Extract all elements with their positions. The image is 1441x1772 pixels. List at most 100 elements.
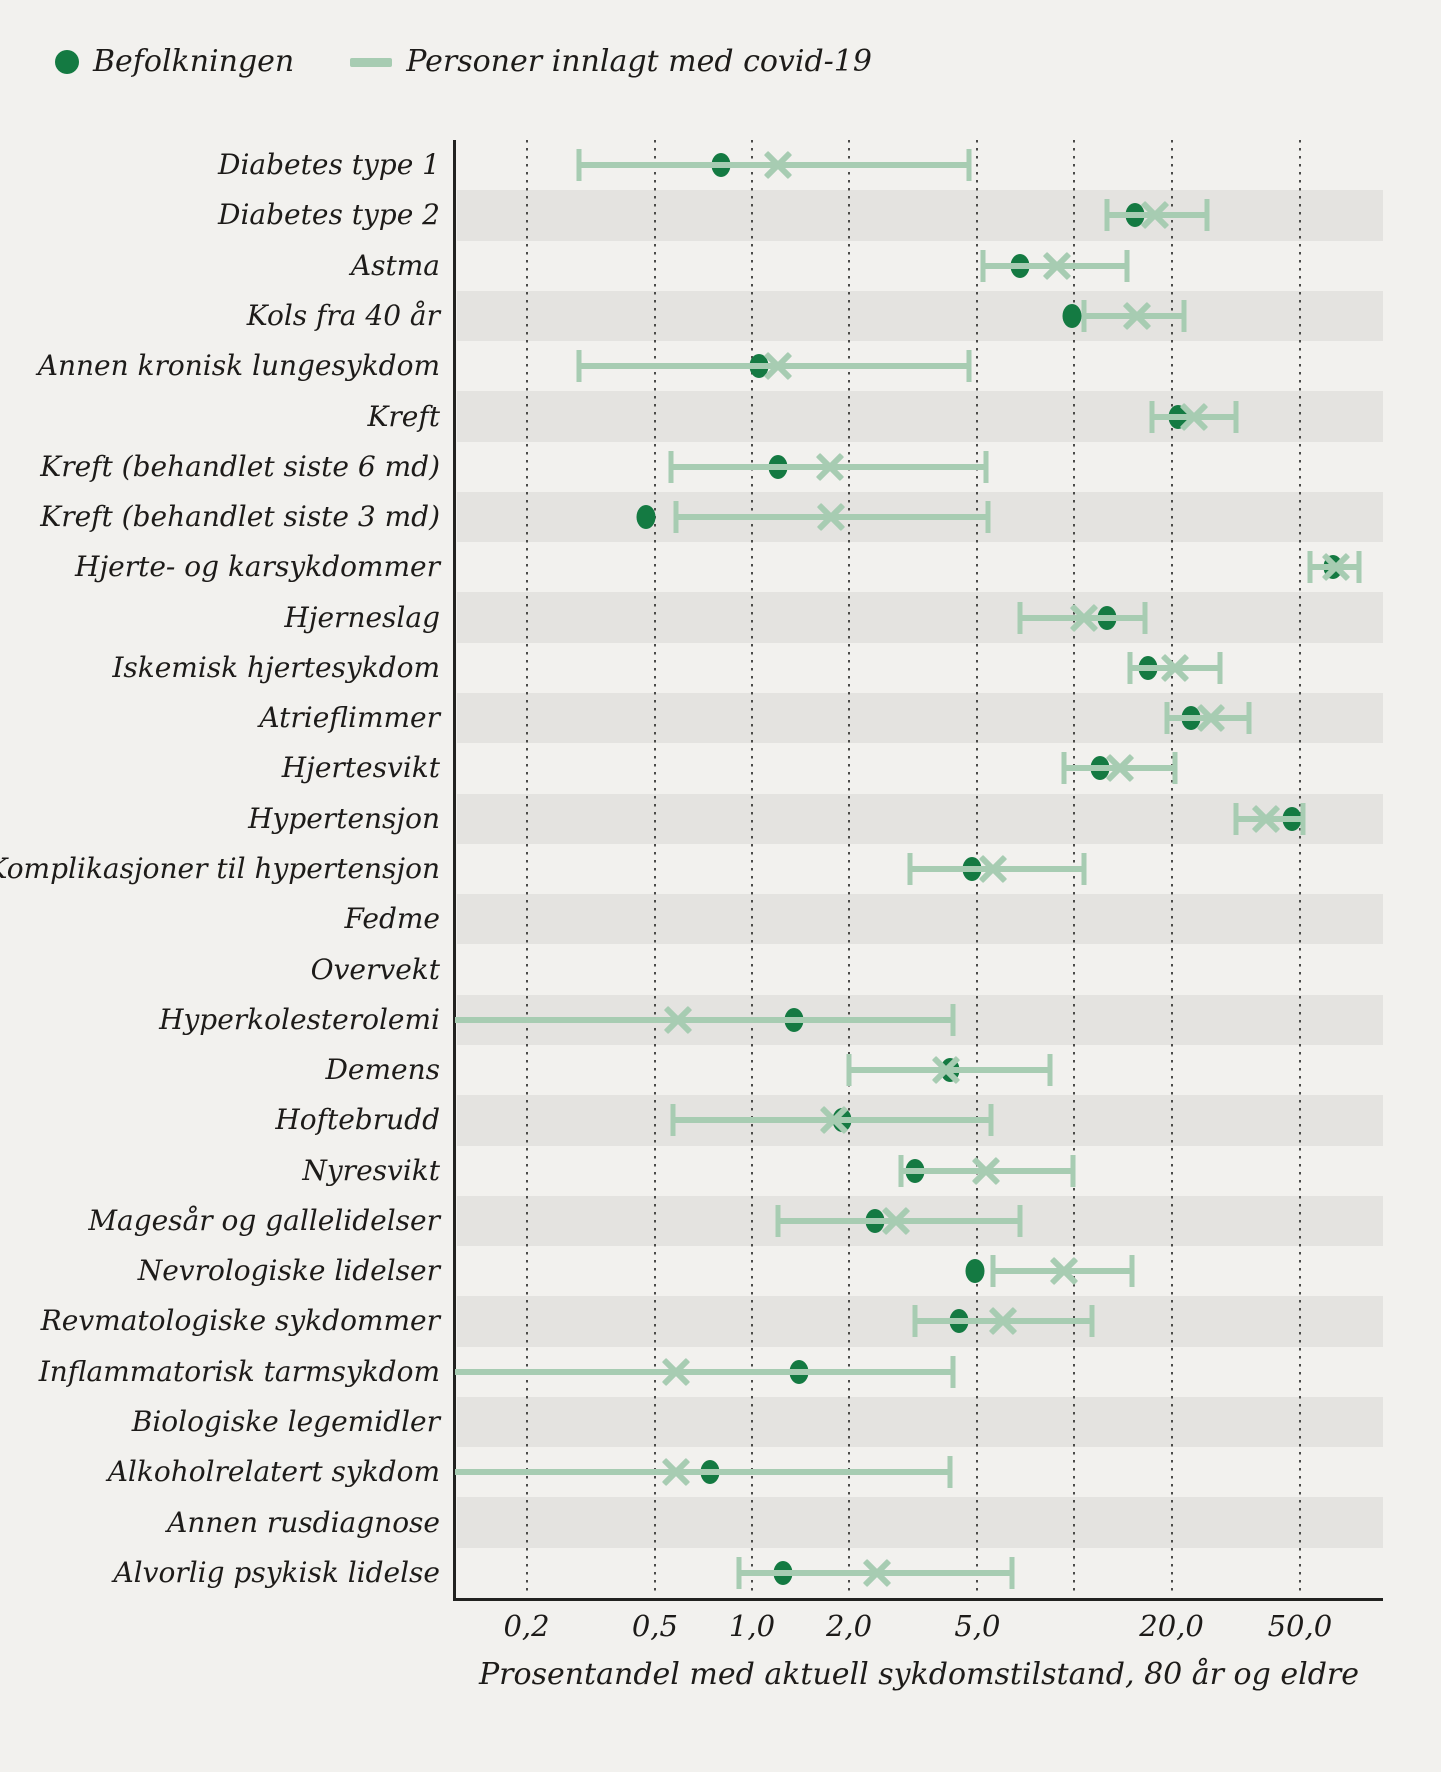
row-band [457,1497,1383,1548]
ci-cap-right [1217,651,1223,684]
row-label: Hyperkolesterolemi [159,1002,440,1036]
ci-cap-left [673,501,679,534]
covid-x-marker [763,150,793,180]
population-dot [965,1259,985,1284]
population-dot [1062,303,1082,328]
covid-x-marker [978,854,1008,884]
covid-x-marker [1042,251,1072,281]
covid-legend-label: Personer innlagt med covid-19 [406,44,872,79]
ci-cap-right [1233,400,1239,433]
x-tick-label: 2,0 [825,1609,873,1643]
covid-x-marker [1122,301,1152,331]
ci-line [455,1016,953,1023]
row-label: Revmatologiske sykdommer [40,1304,440,1338]
covid-x-marker [931,1055,961,1085]
gridline [525,140,528,1594]
x-tick-label: 0,2 [503,1609,550,1643]
row-label: Iskemisk hjertesykdom [112,650,440,684]
ci-cap-right [950,1355,956,1388]
row-label: Hjertesvikt [281,751,440,785]
row-band [457,793,1383,844]
row-label: Nevrologiske lidelser [137,1254,440,1288]
ci-cap-left [668,450,674,483]
ci-cap-right [1124,249,1130,282]
gridline [1170,140,1173,1594]
row-label: Kreft [367,399,441,433]
ci-cap-right [1142,601,1148,634]
covid-x-marker [881,1206,911,1236]
ci-cap-left [898,1154,904,1187]
ci-cap-right [985,501,991,534]
row-label: Magesår og gallelidelser [88,1203,440,1237]
ci-cap-left [576,350,582,383]
ci-cap-right [1300,802,1306,835]
ci-cap-left [1104,199,1110,232]
covid-x-marker [862,1558,892,1588]
x-tick-label: 50,0 [1267,1609,1333,1643]
covid-x-marker [1105,753,1135,783]
ci-cap-left [1081,299,1087,332]
ci-cap-right [1172,752,1178,785]
ci-cap-left [576,149,582,182]
covid-x-marker [661,1357,691,1387]
covid-x-marker [1069,603,1099,633]
x-axis-line [453,1598,1383,1601]
ci-cap-right [1356,551,1362,584]
ci-cap-left [1233,802,1239,835]
row-band [457,592,1383,643]
ci-cap-right [988,1104,994,1137]
population-legend-label: Befolkningen [93,44,295,79]
legend: Befolkningen Personer innlagt med covid-… [55,40,872,84]
covid-x-marker [815,452,845,482]
row-label: Hypertensjon [248,801,440,835]
ci-cap-right [1017,1204,1023,1237]
row-label: Kreft (behandlet siste 3 md) [40,500,440,534]
x-tick-label: 0,5 [631,1609,678,1643]
covid-x-marker [1160,653,1190,683]
row-label: Hjerneslag [284,600,440,634]
row-label: Alvorlig psykisk lidelse [113,1555,440,1589]
covid-x-marker [763,351,793,381]
population-legend-dot-icon [55,50,79,74]
row-band [457,190,1383,241]
ci-cap-left [775,1204,780,1237]
row-band [457,894,1383,945]
y-axis-line [453,140,456,1598]
ci-cap-right [1081,853,1087,885]
row-label: Kols fra 40 år [246,298,440,332]
covid-x-marker [1179,402,1209,432]
ci-cap-left [980,249,986,282]
row-label: Diabetes type 1 [218,148,440,182]
row-label: Inflammatorisk tarmsykdom [38,1354,440,1388]
ci-cap-right [1070,1154,1076,1187]
row-label: Alkoholrelatert sykdom [107,1455,440,1489]
ci-line [455,1368,953,1375]
ci-cap-right [966,350,972,383]
ci-cap-left [1127,651,1133,684]
ci-line [455,1469,950,1476]
ci-cap-right [1246,702,1252,735]
covid-x-marker [971,1156,1001,1186]
ci-cap-right [947,1456,953,1489]
ci-cap-left [1149,400,1155,433]
ci-cap-right [1129,1255,1135,1288]
covid-x-marker [816,502,846,532]
covid-x-marker [988,1306,1018,1336]
ci-cap-right [983,450,989,483]
ci-cap-left [990,1255,996,1288]
gridline [848,140,851,1594]
row-label: Astma [350,248,440,282]
ci-cap-right [950,1003,956,1036]
covid-x-marker [1251,804,1281,834]
row-label: Annen kronisk lungesykdom [37,349,440,383]
ci-cap-right [1009,1556,1015,1589]
row-label: Diabetes type 2 [218,198,440,232]
row-band [457,290,1383,342]
x-tick-label: 1,0 [728,1609,776,1643]
row-label: Hjerte- og karsykdommer [75,550,440,584]
row-label: Demens [325,1053,440,1087]
ci-cap-right [966,149,972,182]
ci-cap-right [1089,1305,1095,1338]
gridline [653,140,656,1594]
